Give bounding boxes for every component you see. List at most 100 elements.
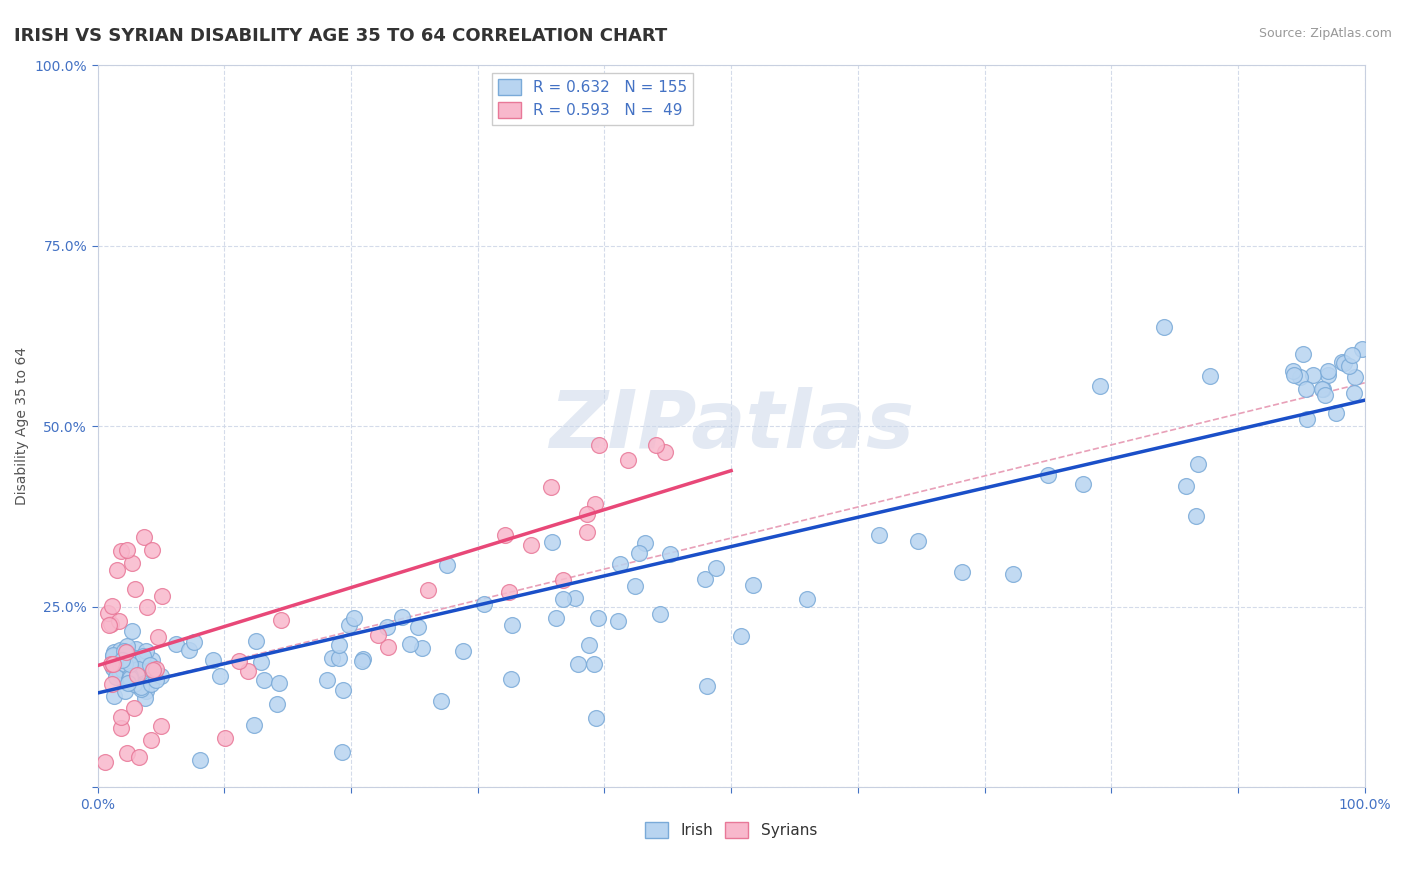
Point — [1310, 382, 1333, 396]
Point — [120, 671, 142, 685]
Point — [645, 438, 668, 452]
Point — [350, 654, 373, 668]
Point — [114, 684, 136, 698]
Point — [135, 666, 157, 681]
Point — [551, 591, 574, 606]
Point — [267, 675, 290, 690]
Point — [112, 673, 135, 688]
Text: ZIPatlas: ZIPatlas — [548, 387, 914, 465]
Point — [115, 543, 138, 558]
Point — [117, 746, 139, 760]
Point — [575, 524, 598, 539]
Point — [1174, 479, 1197, 493]
Point — [127, 651, 149, 665]
Point — [114, 662, 136, 676]
Point — [111, 657, 134, 672]
Point — [1343, 385, 1365, 400]
Point — [266, 697, 288, 711]
Point — [108, 614, 131, 628]
Text: Source: ZipAtlas.com: Source: ZipAtlas.com — [1258, 27, 1392, 40]
Point — [110, 543, 132, 558]
Point — [124, 582, 146, 597]
Point — [108, 657, 131, 671]
Point — [136, 599, 159, 614]
Point — [1090, 379, 1112, 393]
Point — [332, 682, 354, 697]
Point — [228, 654, 250, 668]
Point — [659, 547, 682, 561]
Point — [416, 582, 439, 597]
Point — [118, 672, 141, 686]
Point — [150, 719, 173, 733]
Point — [607, 614, 630, 628]
Point — [100, 657, 122, 671]
Point — [141, 542, 163, 557]
Point — [585, 711, 607, 725]
Point — [1302, 368, 1324, 383]
Point — [430, 694, 453, 708]
Point — [696, 679, 718, 693]
Y-axis label: Disability Age 35 to 64: Disability Age 35 to 64 — [15, 347, 30, 505]
Point — [135, 644, 157, 658]
Point — [117, 676, 139, 690]
Point — [127, 678, 149, 692]
Point — [136, 656, 159, 670]
Point — [1344, 370, 1367, 384]
Point — [1289, 369, 1312, 384]
Point — [1153, 319, 1175, 334]
Point — [101, 657, 124, 672]
Point — [105, 661, 128, 675]
Point — [406, 620, 429, 634]
Point — [1295, 382, 1317, 396]
Point — [145, 662, 167, 676]
Point — [146, 630, 169, 644]
Point — [907, 533, 929, 548]
Point — [124, 701, 146, 715]
Point — [103, 645, 125, 659]
Point — [214, 731, 236, 746]
Point — [110, 664, 132, 678]
Point — [188, 753, 211, 767]
Point — [950, 565, 973, 579]
Point — [472, 598, 495, 612]
Point — [553, 573, 575, 587]
Point — [97, 606, 120, 620]
Point — [519, 538, 541, 552]
Point — [245, 633, 267, 648]
Point — [564, 591, 586, 606]
Point — [1312, 383, 1334, 397]
Point — [742, 578, 765, 592]
Point — [100, 677, 122, 691]
Point — [1324, 406, 1347, 420]
Point — [1292, 347, 1315, 361]
Point — [118, 657, 141, 671]
Point — [127, 667, 149, 681]
Point — [693, 572, 716, 586]
Point — [121, 655, 143, 669]
Point — [796, 592, 818, 607]
Point — [1071, 476, 1094, 491]
Point — [436, 558, 458, 573]
Point — [128, 750, 150, 764]
Point — [139, 732, 162, 747]
Text: IRISH VS SYRIAN DISABILITY AGE 35 TO 64 CORRELATION CHART: IRISH VS SYRIAN DISABILITY AGE 35 TO 64 … — [14, 27, 668, 45]
Point — [498, 585, 520, 599]
Point — [367, 628, 389, 642]
Point — [540, 480, 562, 494]
Point — [583, 657, 606, 672]
Point — [110, 666, 132, 681]
Point — [100, 617, 122, 632]
Point — [121, 650, 143, 665]
Point — [121, 624, 143, 638]
Point — [121, 556, 143, 570]
Point — [337, 618, 360, 632]
Point — [139, 670, 162, 684]
Point — [328, 638, 350, 652]
Point — [103, 660, 125, 674]
Point — [110, 710, 132, 724]
Point — [134, 690, 156, 705]
Point — [177, 643, 200, 657]
Point — [129, 681, 152, 696]
Point — [117, 639, 139, 653]
Point — [131, 657, 153, 671]
